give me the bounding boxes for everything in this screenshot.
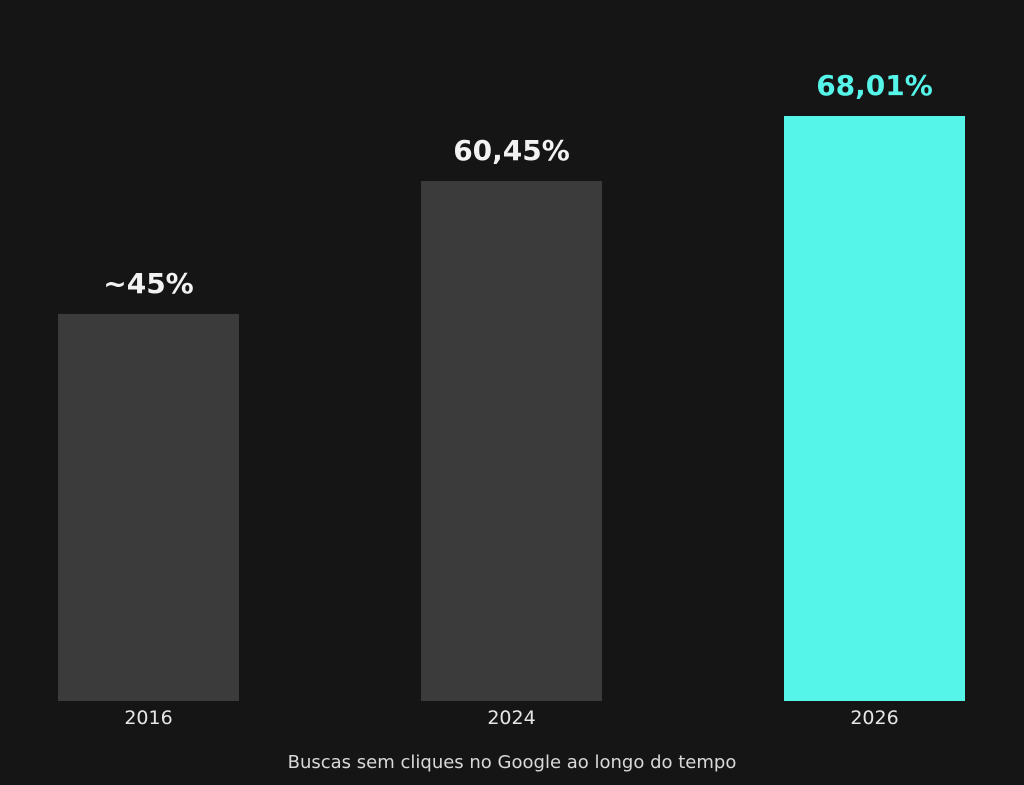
- x-tick-label-2024: 2024: [487, 707, 535, 729]
- value-label-2024: 60,45%: [453, 134, 570, 167]
- x-tick-label-2016: 2016: [124, 707, 172, 729]
- bar-2026: [784, 116, 965, 701]
- x-tick-label-2026: 2026: [850, 707, 898, 729]
- x-axis-caption: Buscas sem cliques no Google ao longo do…: [288, 752, 737, 773]
- value-label-2016: ~45%: [103, 267, 193, 300]
- value-label-2026: 68,01%: [816, 69, 933, 102]
- value-labels-group: ~45% 60,45% 68,01%: [103, 69, 933, 300]
- bar-2024: [421, 181, 602, 701]
- x-axis-ticks-group: 2016 2024 2026: [124, 707, 898, 729]
- bar-2016: [58, 313, 239, 701]
- bars-group: [58, 116, 965, 701]
